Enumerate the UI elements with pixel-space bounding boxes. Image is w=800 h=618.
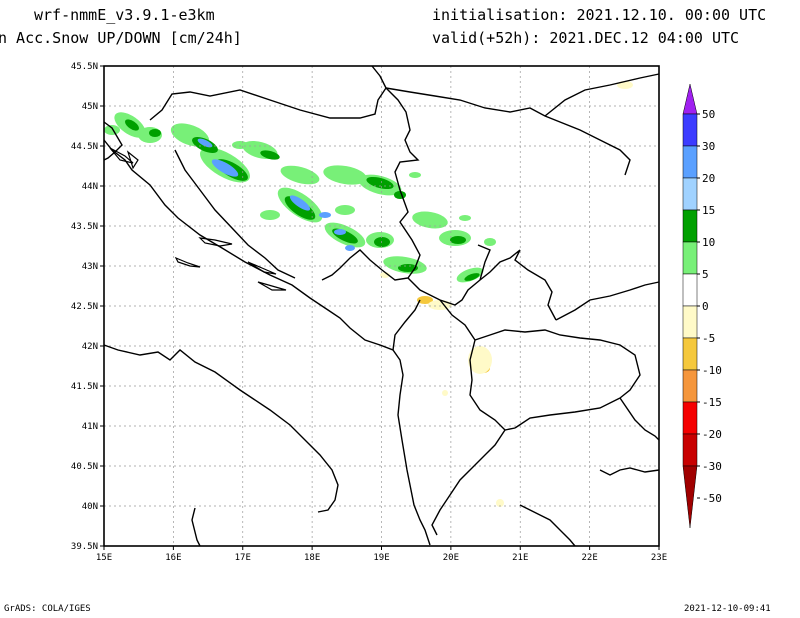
lat-label: 45.5N — [71, 62, 98, 72]
coastlines-and-borders — [103, 65, 660, 547]
lat-label: 41.5N — [71, 382, 98, 392]
colorbar-label: -15 — [702, 396, 722, 409]
colorbar-swatch — [682, 401, 698, 435]
latitude-labels: 45.5N 45N 44.5N 44N 43.5N 43N 42.5N 42N 41.5N 41N… — [71, 62, 104, 552]
lon-label: 22E — [581, 553, 597, 563]
colorbar-swatch — [682, 209, 698, 243]
colorbar-cap-bottom — [682, 465, 698, 529]
colorbar-swatch — [682, 337, 698, 371]
lon-label: 23E — [651, 553, 667, 563]
colorbar-label: -10 — [702, 364, 722, 377]
colorbar-swatch — [682, 273, 698, 307]
colorbar-label: -50 — [702, 492, 722, 505]
colorbar-label: 10 — [702, 236, 715, 249]
lon-label: 15E — [96, 553, 112, 563]
colorbar-label: 20 — [702, 172, 715, 185]
lon-label: 20E — [443, 553, 459, 563]
lon-label: 21E — [512, 553, 528, 563]
init-time: initialisation: 2021.12.10. 00:00 UTC — [432, 6, 767, 24]
colorbar-label: 15 — [702, 204, 715, 217]
colorbar-cap-top — [682, 83, 698, 115]
lat-label: 42N — [82, 342, 98, 352]
lat-label: 42.5N — [71, 302, 98, 312]
lat-label: 43.5N — [71, 222, 98, 232]
colorbar-label: 50 — [702, 108, 715, 121]
colorbar-swatch — [682, 177, 698, 211]
colorbar-swatch — [682, 241, 698, 275]
colorbar-label: 0 — [702, 300, 709, 313]
lat-label: 40.5N — [71, 462, 98, 472]
lat-label: 39.5N — [71, 542, 98, 552]
field-title: n Acc.Snow UP/DOWN [cm/24h] — [0, 29, 242, 47]
lat-label: 44.5N — [71, 142, 98, 152]
render-timestamp: 2021-12-10-09:41 — [684, 604, 771, 614]
longitude-labels: 15E 16E 17E 18E 19E 20E 21E 22E 23E — [96, 546, 667, 563]
colorbar-label: 30 — [702, 140, 715, 153]
lat-label: 40N — [82, 502, 98, 512]
lat-label: 44N — [82, 182, 98, 192]
colorbar-label: 5 — [702, 268, 709, 281]
colorbar-swatch — [682, 145, 698, 179]
islands — [109, 147, 287, 291]
lon-label: 19E — [373, 553, 389, 563]
colorbar-swatch — [682, 113, 698, 147]
lat-label: 41N — [82, 422, 98, 432]
model-title: wrf-nmmE_v3.9.1-e3km — [34, 6, 215, 24]
colorbar-label: -20 — [702, 428, 722, 441]
lon-label: 16E — [165, 553, 181, 563]
lat-label: 45N — [82, 102, 98, 112]
colorbar-swatch — [682, 305, 698, 339]
lon-label: 17E — [235, 553, 251, 563]
colorbar-label: -5 — [702, 332, 715, 345]
colorbar-label: -30 — [702, 460, 722, 473]
colorbar-swatch — [682, 369, 698, 403]
colorbar — [682, 83, 698, 529]
valid-time: valid(+52h): 2021.DEC.12 04:00 UTC — [432, 29, 740, 47]
lon-label: 18E — [304, 553, 320, 563]
credit-text: GrADS: COLA/IGES — [4, 604, 91, 614]
map-grid — [104, 66, 659, 546]
colorbar-swatch — [682, 433, 698, 467]
lat-label: 43N — [82, 262, 98, 272]
